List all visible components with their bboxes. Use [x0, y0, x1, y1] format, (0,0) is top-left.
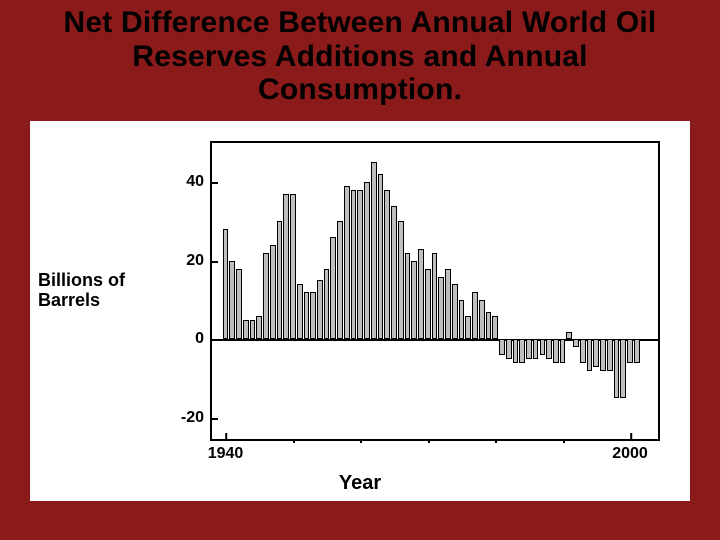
bar [344, 186, 350, 339]
bar [411, 261, 417, 340]
slide-title: Net Difference Between Annual World Oil … [0, 6, 720, 107]
bar [304, 292, 310, 339]
bar [357, 190, 363, 339]
bar [223, 229, 229, 339]
x-tick-minor [563, 439, 565, 443]
bar-series [212, 143, 658, 439]
bar [432, 253, 438, 340]
x-tick: 1940 [208, 439, 244, 463]
bar [263, 253, 269, 340]
x-tick-minor [428, 439, 430, 443]
bar [310, 292, 316, 339]
bar [405, 253, 411, 340]
bar [546, 339, 552, 359]
bar [472, 292, 478, 339]
bar [499, 339, 505, 355]
bar [506, 339, 512, 359]
bar [553, 339, 559, 363]
bar [492, 316, 498, 340]
y-axis-label-line2: Barrels [38, 290, 100, 310]
bar [250, 320, 256, 340]
y-tick: -20 [181, 409, 212, 427]
bar [533, 339, 539, 359]
bar [614, 339, 620, 398]
bar [593, 339, 599, 367]
bar [297, 284, 303, 339]
x-tick-minor [360, 439, 362, 443]
bar [364, 182, 370, 339]
bar [317, 280, 323, 339]
bar [526, 339, 532, 359]
x-tick-minor [293, 439, 295, 443]
bar [438, 277, 444, 340]
bar [479, 300, 485, 339]
x-tick-minor [495, 439, 497, 443]
bar [270, 245, 276, 339]
bar [337, 221, 343, 339]
bar [277, 221, 283, 339]
bar [425, 269, 431, 340]
bar [445, 269, 451, 340]
bar [290, 194, 296, 340]
bar [465, 316, 471, 340]
bar [519, 339, 525, 363]
chart-card: Billions of Barrels -200204019402000 Yea… [30, 121, 690, 501]
plot-area: -200204019402000 [210, 141, 660, 441]
bar [600, 339, 606, 370]
y-axis-label: Billions of Barrels [38, 271, 158, 311]
bar [513, 339, 519, 363]
bar [236, 269, 242, 340]
x-axis-label: Year [30, 472, 690, 495]
y-tick: 40 [186, 173, 212, 191]
bar [418, 249, 424, 339]
bar [324, 269, 330, 340]
bar [452, 284, 458, 339]
bar [620, 339, 626, 398]
bar [459, 300, 465, 339]
y-tick: 0 [195, 330, 212, 348]
y-tick: 20 [186, 252, 212, 270]
bar [398, 221, 404, 339]
bar [391, 206, 397, 340]
bar [384, 190, 390, 339]
bar [627, 339, 633, 363]
bar [371, 162, 377, 339]
bar [256, 316, 262, 340]
bar [634, 339, 640, 363]
bar [540, 339, 546, 355]
bar [243, 320, 249, 340]
y-axis-label-line1: Billions of [38, 270, 125, 290]
bar [351, 190, 357, 339]
bar [378, 174, 384, 339]
slide: Net Difference Between Annual World Oil … [0, 0, 720, 540]
bar [560, 339, 566, 363]
bar [229, 261, 235, 340]
bar [587, 339, 593, 370]
bar [486, 312, 492, 340]
x-tick: 2000 [612, 439, 648, 463]
bar [573, 339, 579, 347]
bar [283, 194, 289, 340]
bar [607, 339, 613, 370]
bar [330, 237, 336, 339]
bar [580, 339, 586, 363]
bar [566, 332, 572, 340]
